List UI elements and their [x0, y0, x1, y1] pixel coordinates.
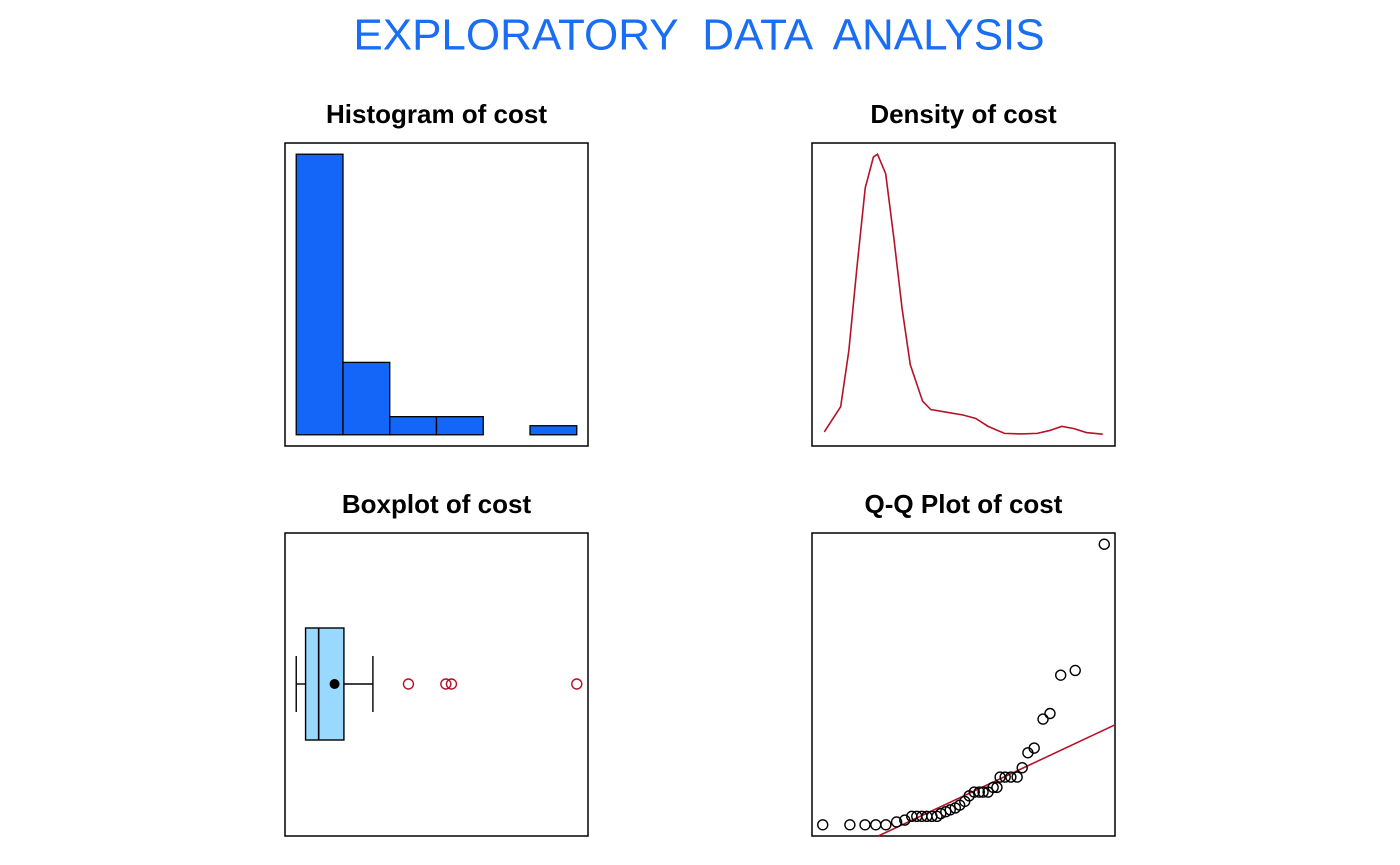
panel-frame — [284, 532, 589, 837]
outlier — [571, 678, 583, 690]
bar — [389, 416, 438, 436]
qq-point — [817, 819, 829, 831]
qq-point — [1016, 762, 1028, 774]
qq-point — [991, 781, 1003, 794]
bar — [529, 425, 578, 436]
qq-point — [1098, 538, 1110, 550]
qq-point — [1037, 713, 1049, 725]
outlier — [440, 678, 452, 690]
bar — [435, 416, 484, 436]
qq-point — [890, 816, 903, 828]
qq-point — [1055, 669, 1067, 681]
qq-point — [994, 771, 1006, 783]
qq-point — [944, 804, 956, 816]
outlier — [445, 678, 458, 690]
qq-point — [999, 771, 1011, 783]
qq-point — [1069, 664, 1081, 677]
outlier — [402, 678, 415, 690]
qq-point — [880, 819, 892, 831]
qq-point — [899, 814, 911, 826]
panel-title: Density of cost — [870, 99, 1057, 129]
qq-point — [968, 786, 980, 798]
bar — [295, 153, 344, 436]
panel-title: Histogram of cost — [326, 99, 547, 129]
density-line — [823, 153, 1103, 436]
mean-point — [329, 679, 340, 689]
panel-frame — [811, 142, 1116, 447]
panel-frame — [284, 142, 589, 447]
panel-title: Boxplot of cost — [342, 489, 532, 519]
qq-point — [1011, 771, 1023, 783]
panel-frame — [811, 532, 1116, 837]
qq-point — [973, 786, 985, 798]
qq-point — [870, 819, 882, 831]
bar — [342, 361, 391, 436]
qq-point — [859, 819, 871, 831]
qq-point — [935, 807, 947, 820]
qq-point — [1028, 742, 1040, 754]
panel-title: Q-Q Plot of cost — [865, 489, 1063, 519]
qq-point — [1044, 707, 1056, 720]
qq-point — [987, 781, 999, 794]
page-title: EXPLORATORY DATA ANALYSIS — [353, 11, 1044, 60]
qq-point — [977, 786, 989, 798]
qq-point — [844, 819, 856, 831]
qq-point — [1005, 771, 1017, 783]
